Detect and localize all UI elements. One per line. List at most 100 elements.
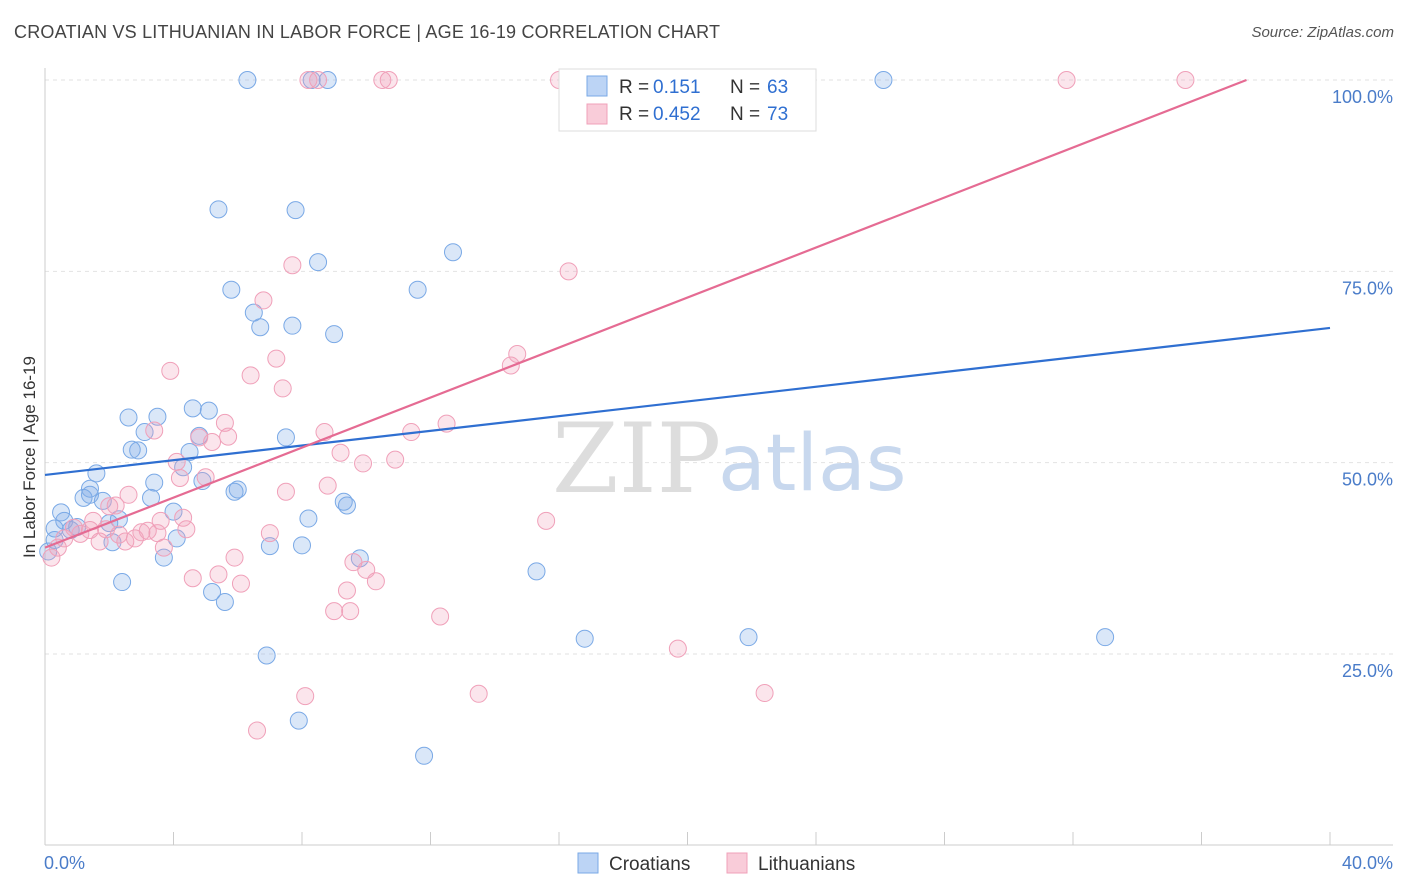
croatians-point — [1096, 628, 1115, 647]
croatians-point — [283, 316, 302, 335]
bottom-legend-swatch-lithuanians — [726, 852, 748, 874]
lithuanians-point — [215, 413, 234, 432]
croatians-point — [874, 71, 893, 89]
lithuanians-point — [341, 602, 360, 621]
lithuanians-point — [276, 482, 295, 501]
legend-n-value-lithuanians: 73 — [767, 104, 788, 125]
x-tick-label-min: 0.0% — [44, 853, 85, 873]
lithuanians-point — [209, 565, 228, 584]
croatians-point — [145, 473, 164, 492]
lithuanians-point — [755, 684, 774, 703]
lithuanians-point — [225, 548, 244, 567]
croatians-point — [154, 548, 173, 567]
croatians-point — [299, 509, 318, 528]
trend-line-lithuanians — [44, 78, 1247, 549]
lithuanians-point — [248, 721, 267, 740]
lithuanians-point — [231, 574, 250, 593]
croatians-point — [238, 71, 257, 89]
lithuanians-point — [373, 71, 392, 89]
lithuanians-point — [325, 602, 344, 621]
croatians-point — [148, 407, 167, 426]
lithuanians-point — [273, 379, 292, 398]
legend: R = 0.151 N = 63 R = 0.452 N = 73 — [558, 68, 817, 132]
lithuanians-point — [357, 560, 376, 579]
lithuanians-point — [283, 256, 302, 275]
series-croatians — [39, 71, 1115, 765]
croatians-point — [575, 629, 594, 648]
croatians-point — [225, 482, 244, 501]
y-tick-labels: 25.0% 50.0% 75.0% 100.0% — [1332, 87, 1393, 681]
croatians-point — [251, 318, 270, 337]
legend-n-label-lithuanians: N = — [730, 104, 760, 125]
lithuanians-point — [354, 454, 373, 473]
legend-r-label-croatians: R = — [619, 77, 649, 98]
croatians-point — [415, 746, 434, 765]
croatians-point — [276, 428, 295, 447]
croatians-point — [309, 253, 328, 272]
lithuanians-point — [431, 607, 450, 626]
croatians-point — [203, 583, 222, 602]
croatians-point — [122, 440, 141, 459]
croatians-point — [289, 711, 308, 730]
croatians-point — [318, 71, 337, 89]
lithuanians-point — [161, 361, 180, 380]
croatians-point — [408, 280, 427, 299]
lithuanians-point — [1057, 71, 1076, 89]
gridlines — [45, 79, 1393, 655]
lithuanians-point — [145, 421, 164, 440]
lithuanians-point — [167, 452, 186, 471]
lithuanians-point — [116, 532, 135, 551]
croatians-point — [183, 399, 202, 418]
lithuanians-point — [177, 520, 196, 539]
y-tick-label-100: 100.0% — [1332, 87, 1393, 107]
bottom-legend-label-croatians: Croatians — [609, 854, 690, 875]
lithuanians-point — [296, 687, 315, 706]
lithuanians-point — [537, 511, 556, 530]
croatians-point — [286, 201, 305, 220]
croatians-point — [228, 480, 247, 499]
croatians-point — [199, 401, 218, 420]
lithuanians-point — [331, 443, 350, 462]
legend-r-value-lithuanians: 0.452 — [653, 104, 701, 125]
watermark-atlas: atlas — [718, 419, 907, 509]
lithuanians-point — [42, 548, 61, 567]
croatians-point — [209, 200, 228, 219]
lithuanians-point — [183, 569, 202, 588]
bottom-legend-label-lithuanians: Lithuanians — [758, 854, 855, 875]
lithuanians-point — [469, 684, 488, 703]
lithuanians-point — [386, 450, 405, 469]
croatians-point — [135, 423, 154, 442]
lithuanians-point — [337, 581, 356, 600]
legend-n-label-croatians: N = — [730, 77, 760, 98]
y-tick-label-25: 25.0% — [1342, 661, 1393, 681]
legend-swatch-lithuanians — [586, 103, 608, 125]
croatians-point — [260, 537, 279, 556]
lithuanians-point — [219, 427, 238, 446]
lithuanians-point — [267, 349, 286, 368]
y-tick-label-50: 50.0% — [1342, 470, 1393, 490]
lithuanians-point — [241, 366, 260, 385]
croatians-point — [215, 592, 234, 611]
x-axis-ticks — [44, 832, 1331, 845]
lithuanians-point — [508, 344, 527, 363]
croatians-point — [113, 573, 132, 592]
croatians-point — [164, 502, 183, 521]
x-tick-label-max: 40.0% — [1342, 853, 1393, 873]
lithuanians-point — [299, 71, 318, 89]
croatians-point — [257, 646, 276, 665]
croatians-point — [180, 442, 199, 461]
lithuanians-point — [132, 523, 151, 542]
legend-n-value-croatians: 63 — [767, 77, 788, 98]
lithuanians-point — [366, 572, 385, 591]
lithuanians-point — [203, 433, 222, 452]
lithuanians-point — [151, 511, 170, 530]
bottom-legend-swatch-croatians — [577, 852, 599, 874]
lithuanians-point — [309, 71, 328, 89]
lithuanians-point — [174, 508, 193, 527]
croatians-point — [443, 243, 462, 262]
croatians-point — [222, 280, 241, 299]
croatians-point — [45, 519, 64, 538]
croatians-point — [167, 529, 186, 548]
lithuanians-point — [260, 524, 279, 543]
